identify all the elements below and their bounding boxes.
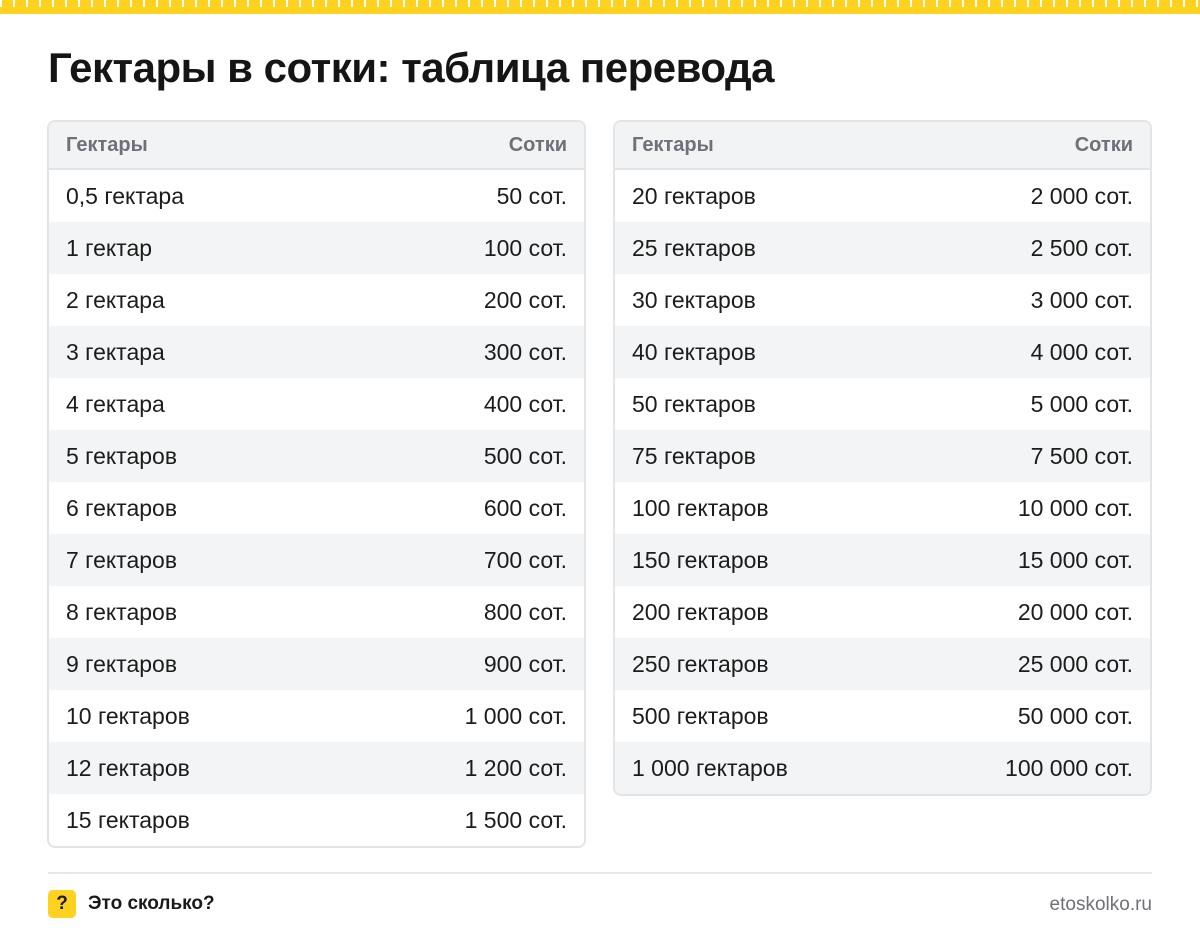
sotki-cell: 200 сот. [483, 286, 567, 313]
table-row: 75 гектаров 7 500 сот. [615, 430, 1150, 482]
conversion-table-left: Гектары Сотки 0,5 гектара 50 сот. 1 гектар… [47, 120, 586, 848]
hectares-cell: 25 гектаров [632, 234, 756, 261]
table-row: 10 гектаров 1 000 сот. [49, 690, 584, 742]
hectares-cell: 150 гектаров [632, 546, 769, 573]
hectares-cell: 15 гектаров [66, 806, 190, 833]
sotki-cell: 10 000 сот. [1017, 494, 1133, 521]
hectares-cell: 30 гектаров [632, 286, 756, 313]
hectares-cell: 10 гектаров [66, 702, 190, 729]
hectares-cell: 1 000 гектаров [632, 754, 788, 781]
page-title: Гектары в сотки: таблица перевода [48, 44, 775, 91]
table-row: 250 гектаров 25 000 сот. [615, 638, 1150, 690]
question-mark-logo-icon: ? [48, 890, 76, 918]
sotki-cell: 800 сот. [483, 598, 567, 625]
table-row: 8 гектаров 800 сот. [49, 586, 584, 638]
hectares-cell: 4 гектара [66, 390, 165, 417]
table-row: 30 гектаров 3 000 сот. [615, 274, 1150, 326]
sotki-cell: 25 000 сот. [1017, 650, 1133, 677]
column-header-hectares: Гектары [66, 133, 148, 156]
table-row: 1 000 гектаров 100 000 сот. [615, 742, 1150, 794]
column-header-sotki: Сотки [1074, 133, 1133, 156]
sotki-cell: 600 сот. [483, 494, 567, 521]
table-row: 1 гектар 100 сот. [49, 222, 584, 274]
table-row: 5 гектаров 500 сот. [49, 430, 584, 482]
hectares-cell: 7 гектаров [66, 546, 178, 573]
table-row: 200 гектаров 20 000 сот. [615, 586, 1150, 638]
column-header-hectares: Гектары [632, 133, 714, 156]
hectares-cell: 12 гектаров [66, 754, 190, 781]
table-row: 500 гектаров 50 000 сот. [615, 690, 1150, 742]
hectares-cell: 20 гектаров [632, 182, 756, 209]
hectares-cell: 6 гектаров [66, 494, 178, 521]
table-row: 9 гектаров 900 сот. [49, 638, 584, 690]
sotki-cell: 4 000 сот. [1030, 338, 1133, 365]
table-row: 25 гектаров 2 500 сот. [615, 222, 1150, 274]
brand-name: Это сколько? [88, 893, 215, 914]
table-row: 150 гектаров 15 000 сот. [615, 534, 1150, 586]
sotki-cell: 700 сот. [483, 546, 567, 573]
site-url[interactable]: etoskolko.ru [1049, 894, 1152, 915]
table-row: 4 гектара 400 сот. [49, 378, 584, 430]
table-row: 2 гектара 200 сот. [49, 274, 584, 326]
hectares-cell: 50 гектаров [632, 390, 756, 417]
sotki-cell: 5 000 сот. [1030, 390, 1133, 417]
hectares-cell: 8 гектаров [66, 598, 178, 625]
footer-divider [48, 872, 1152, 874]
hectares-cell: 1 гектар [66, 234, 153, 261]
sotki-cell: 2 500 сот. [1030, 234, 1133, 261]
column-header-sotki: Сотки [508, 133, 567, 156]
sotki-cell: 7 500 сот. [1030, 442, 1133, 469]
sotki-cell: 2 000 сот. [1030, 182, 1133, 209]
sotki-cell: 15 000 сот. [1017, 546, 1133, 573]
table-row: 0,5 гектара 50 сот. [49, 170, 584, 222]
sotki-cell: 1 000 сот. [464, 702, 567, 729]
table-row: 12 гектаров 1 200 сот. [49, 742, 584, 794]
table-row: 6 гектаров 600 сот. [49, 482, 584, 534]
sotki-cell: 1 500 сот. [464, 806, 567, 833]
table-row: 20 гектаров 2 000 сот. [615, 170, 1150, 222]
sotki-cell: 500 сот. [483, 442, 567, 469]
table-row: 3 гектара 300 сот. [49, 326, 584, 378]
hectares-cell: 9 гектаров [66, 650, 178, 677]
conversion-table-right: Гектары Сотки 20 гектаров 2 000 сот. 25 ге… [613, 120, 1152, 796]
sotki-cell: 300 сот. [483, 338, 567, 365]
hectares-cell: 250 гектаров [632, 650, 769, 677]
hectares-cell: 500 гектаров [632, 702, 769, 729]
hectares-cell: 5 гектаров [66, 442, 178, 469]
hectares-cell: 2 гектара [66, 286, 165, 313]
sotki-cell: 50 сот. [496, 182, 567, 209]
table-row: 100 гектаров 10 000 сот. [615, 482, 1150, 534]
sotki-cell: 3 000 сот. [1030, 286, 1133, 313]
sotki-cell: 900 сот. [483, 650, 567, 677]
ruler-decoration-icon [0, 0, 1200, 14]
sotki-cell: 1 200 сот. [464, 754, 567, 781]
table-row: 40 гектаров 4 000 сот. [615, 326, 1150, 378]
sotki-cell: 100 сот. [483, 234, 567, 261]
sotki-cell: 100 000 сот. [1005, 754, 1133, 781]
hectares-cell: 40 гектаров [632, 338, 756, 365]
table-row: 7 гектаров 700 сот. [49, 534, 584, 586]
table-header: Гектары Сотки [615, 122, 1150, 170]
hectares-cell: 200 гектаров [632, 598, 769, 625]
table-body: 0,5 гектара 50 сот. 1 гектар 100 сот. 2 гект… [49, 170, 584, 846]
table-row: 15 гектаров 1 500 сот. [49, 794, 584, 846]
table-row: 50 гектаров 5 000 сот. [615, 378, 1150, 430]
sotki-cell: 20 000 сот. [1017, 598, 1133, 625]
hectares-cell: 75 гектаров [632, 442, 756, 469]
sotki-cell: 400 сот. [483, 390, 567, 417]
table-header: Гектары Сотки [49, 122, 584, 170]
table-body: 20 гектаров 2 000 сот. 25 гектаров 2 500 со… [615, 170, 1150, 794]
hectares-cell: 0,5 гектара [66, 182, 185, 209]
sotki-cell: 50 000 сот. [1017, 702, 1133, 729]
hectares-cell: 3 гектара [66, 338, 165, 365]
hectares-cell: 100 гектаров [632, 494, 769, 521]
